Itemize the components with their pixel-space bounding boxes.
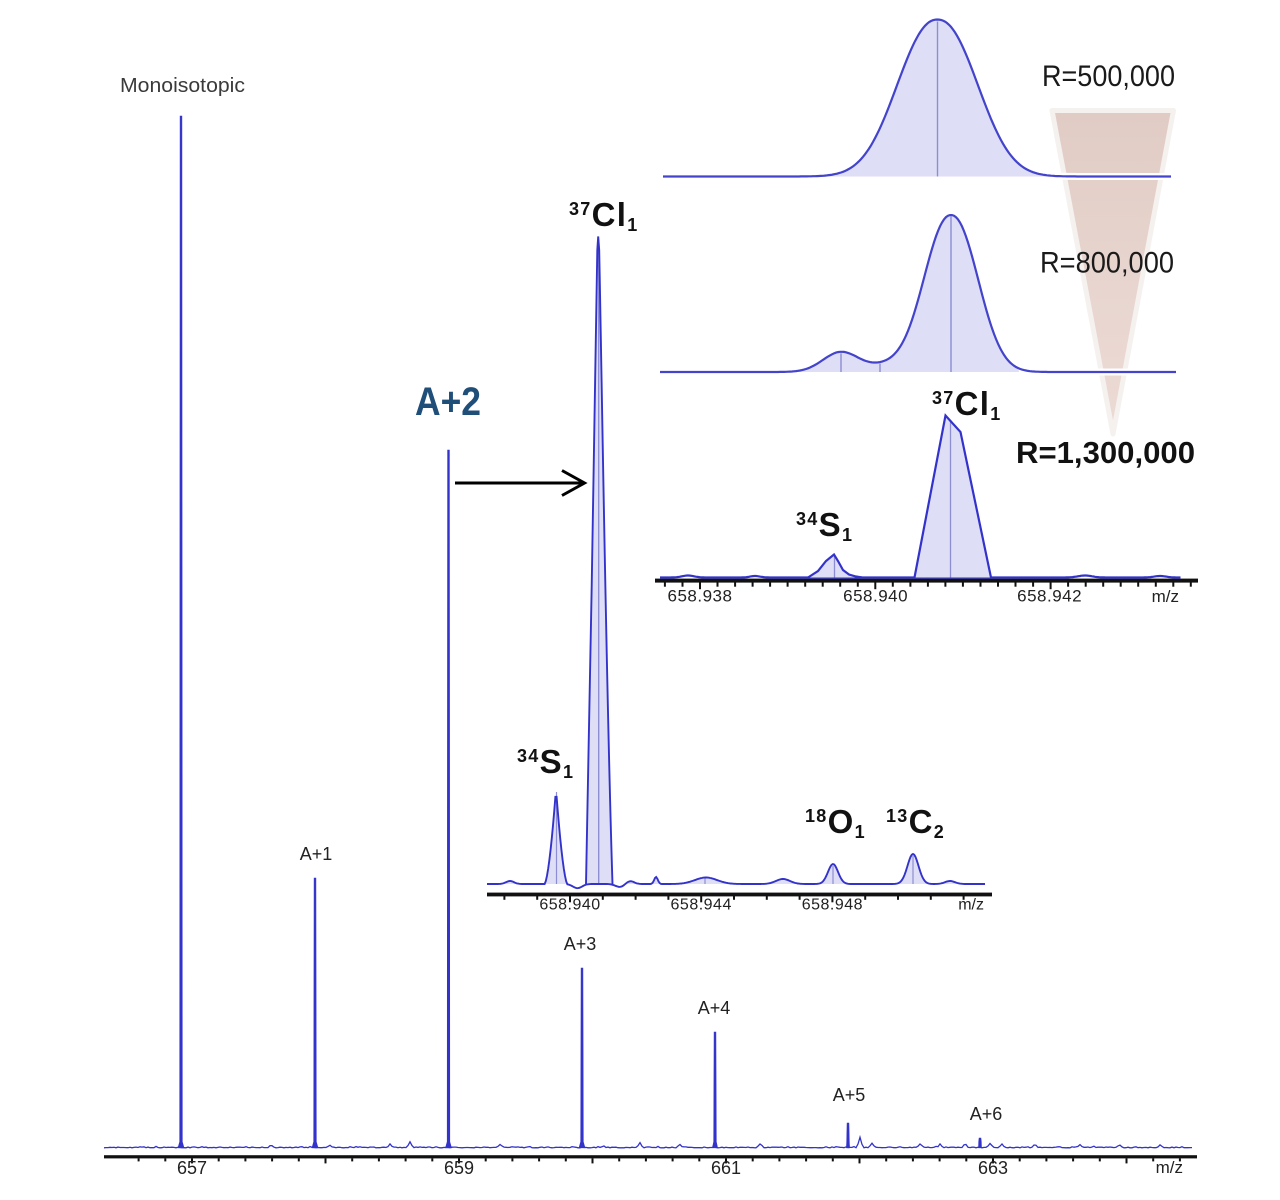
svg-text:658.948: 658.948 xyxy=(802,897,863,914)
svg-text:659: 659 xyxy=(444,1158,474,1178)
svg-text:m/z: m/z xyxy=(1156,1158,1183,1177)
svg-text:A+6: A+6 xyxy=(970,1104,1003,1124)
svg-text:37Cl1: 37Cl1 xyxy=(569,196,639,235)
svg-text:A+1: A+1 xyxy=(300,844,333,864)
svg-text:m/z: m/z xyxy=(1152,587,1179,606)
svg-text:657: 657 xyxy=(177,1158,207,1178)
svg-text:37Cl1: 37Cl1 xyxy=(932,385,1002,424)
svg-text:658.944: 658.944 xyxy=(671,897,732,914)
svg-text:R=800,000: R=800,000 xyxy=(1040,247,1174,280)
svg-text:A+4: A+4 xyxy=(698,998,731,1018)
svg-text:13C2: 13C2 xyxy=(886,803,945,842)
svg-text:663: 663 xyxy=(978,1158,1008,1178)
svg-text:658.940: 658.940 xyxy=(843,587,908,606)
svg-text:Monoisotopic: Monoisotopic xyxy=(120,75,245,97)
svg-text:A+3: A+3 xyxy=(564,934,597,954)
svg-text:658.940: 658.940 xyxy=(539,897,600,914)
svg-text:18O1: 18O1 xyxy=(805,803,866,842)
svg-text:34S1: 34S1 xyxy=(796,506,853,545)
svg-text:34S1: 34S1 xyxy=(517,743,574,782)
svg-text:661: 661 xyxy=(711,1158,741,1178)
svg-text:m/z: m/z xyxy=(958,897,984,914)
svg-text:A+5: A+5 xyxy=(833,1085,866,1105)
svg-text:R=500,000: R=500,000 xyxy=(1042,60,1175,93)
svg-text:R=1,300,000: R=1,300,000 xyxy=(1016,435,1195,470)
svg-text:658.942: 658.942 xyxy=(1017,587,1082,606)
svg-text:A+2: A+2 xyxy=(415,380,481,424)
svg-text:658.938: 658.938 xyxy=(668,587,733,606)
